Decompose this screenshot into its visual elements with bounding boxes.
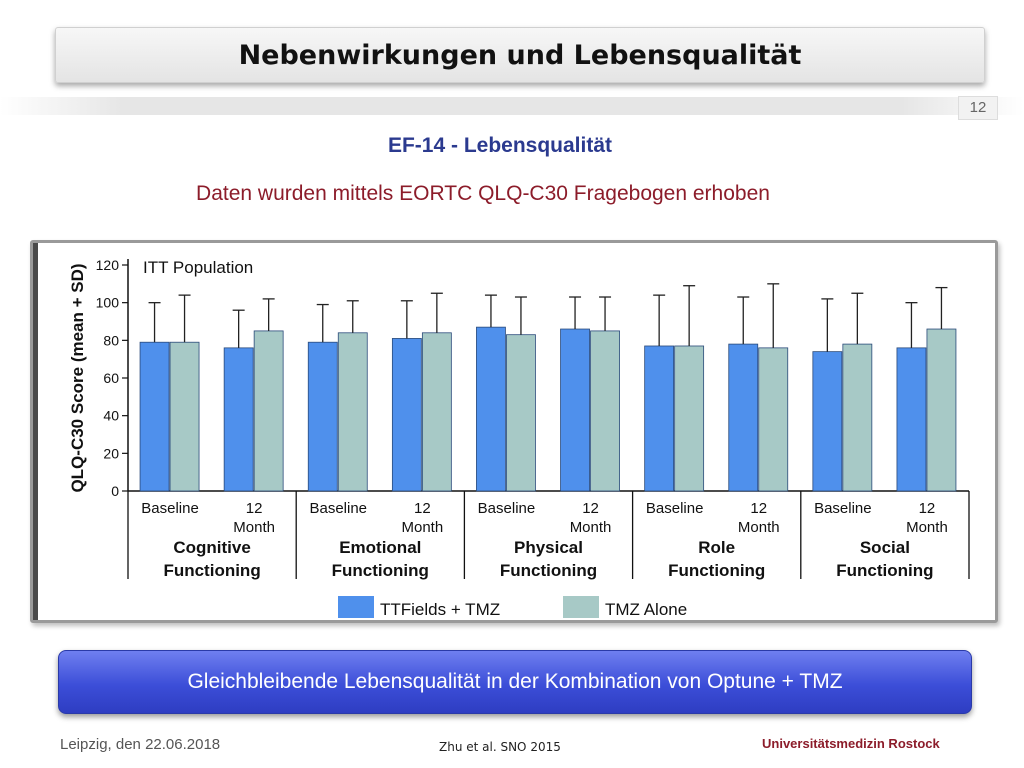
bar-series1-cat8 bbox=[842, 343, 873, 492]
bar-series1-cat5 bbox=[590, 330, 620, 492]
group-label-3-line0: Role bbox=[698, 538, 735, 557]
footer-institution: Universitätsmedizin Rostock bbox=[762, 736, 940, 751]
conclusion-text: Gleichbleibende Lebensqualität in der Ko… bbox=[187, 670, 843, 693]
y-tick-label-20: 20 bbox=[103, 445, 119, 461]
slide-description: Daten wurden mittels EORTC QLQ-C30 Frage… bbox=[196, 182, 770, 205]
category-label-7-line1: Month bbox=[738, 519, 780, 536]
bar-series1-cat3 bbox=[421, 332, 452, 492]
category-label-6-line0: Baseline bbox=[646, 500, 704, 517]
slide-subtitle: EF-14 - Lebensqualität bbox=[387, 134, 613, 157]
legend-label-0: TTFields + TMZ bbox=[380, 600, 500, 619]
conclusion-box: Gleichbleibende Lebensqualität in der Ko… bbox=[58, 650, 972, 714]
group-label-0-line0: Cognitive bbox=[173, 538, 250, 557]
category-label-0-line0: Baseline bbox=[141, 500, 199, 517]
bar-series0-cat0 bbox=[139, 341, 170, 492]
legend-swatch-1 bbox=[563, 596, 599, 618]
bar-series0-cat4 bbox=[476, 326, 506, 492]
bar-series1-cat2 bbox=[337, 332, 368, 492]
category-label-3-line1: Month bbox=[401, 519, 443, 536]
bar-series1-cat9 bbox=[926, 328, 957, 492]
category-label-2-line0: Baseline bbox=[309, 500, 367, 517]
category-label-4-line0: Baseline bbox=[478, 500, 536, 517]
category-label-7-line0: 12 bbox=[750, 500, 767, 517]
bar-series1-cat0 bbox=[169, 341, 200, 492]
slide-title: Nebenwirkungen und Lebensqualität bbox=[238, 39, 802, 71]
y-tick-label-120: 120 bbox=[96, 257, 120, 273]
bar-series0-cat9 bbox=[896, 347, 927, 492]
bar-series1-cat6 bbox=[674, 345, 705, 492]
category-label-5-line1: Month bbox=[570, 519, 612, 536]
group-label-1-line0: Emotional bbox=[339, 538, 421, 557]
footer-citation: Zhu et al. SNO 2015 bbox=[439, 740, 561, 754]
page-number: 12 bbox=[958, 96, 998, 120]
bar-series0-cat1 bbox=[223, 347, 254, 492]
group-label-4-line1: Functioning bbox=[836, 561, 933, 580]
legend-swatch-0 bbox=[338, 596, 374, 618]
bar-series1-cat7 bbox=[758, 347, 789, 492]
y-tick-label-40: 40 bbox=[103, 408, 119, 424]
legend-label-1: TMZ Alone bbox=[605, 600, 687, 619]
bar-series0-cat6 bbox=[644, 345, 675, 492]
bar-series1-cat4 bbox=[506, 334, 536, 492]
chart-frame: QLQ-C30 Score (mean + SD) 0 20 40 60 80 100 120… bbox=[30, 240, 998, 623]
group-label-0-line1: Functioning bbox=[163, 561, 260, 580]
bar-series0-cat3 bbox=[391, 338, 422, 492]
bar-series0-cat7 bbox=[728, 343, 759, 492]
group-label-4-line0: Social bbox=[860, 538, 910, 557]
chart-left-strip bbox=[33, 243, 38, 620]
y-tick-label-100: 100 bbox=[96, 295, 120, 311]
category-label-3-line0: 12 bbox=[414, 500, 431, 517]
qlq-c30-bar-chart: QLQ-C30 Score (mean + SD) 0 20 40 60 80 100 120… bbox=[33, 243, 970, 620]
header-strip bbox=[0, 97, 1024, 115]
footer-date: Leipzig, den 22.06.2018 bbox=[60, 736, 221, 753]
y-tick-label-0: 0 bbox=[111, 483, 119, 499]
bar-series0-cat2 bbox=[307, 341, 338, 492]
category-label-5-line0: 12 bbox=[582, 500, 599, 517]
bar-series0-cat8 bbox=[812, 351, 843, 492]
group-label-1-line1: Functioning bbox=[332, 561, 429, 580]
title-banner: Nebenwirkungen und Lebensqualität bbox=[55, 27, 985, 83]
y-tick-label-80: 80 bbox=[103, 332, 119, 348]
group-label-2-line0: Physical bbox=[514, 538, 583, 557]
group-label-2-line1: Functioning bbox=[500, 561, 597, 580]
bar-series0-cat5 bbox=[560, 328, 590, 492]
group-label-3-line1: Functioning bbox=[668, 561, 765, 580]
category-label-8-line0: Baseline bbox=[814, 500, 872, 517]
bar-series1-cat1 bbox=[253, 330, 284, 492]
category-label-1-line1: Month bbox=[233, 519, 275, 536]
chart-title: ITT Population bbox=[143, 258, 253, 277]
y-axis-title: QLQ-C30 Score (mean + SD) bbox=[68, 263, 87, 492]
y-tick-label-60: 60 bbox=[103, 370, 119, 386]
category-label-9-line1: Month bbox=[906, 519, 948, 536]
category-label-9-line0: 12 bbox=[919, 500, 936, 517]
category-label-1-line0: 12 bbox=[246, 500, 263, 517]
